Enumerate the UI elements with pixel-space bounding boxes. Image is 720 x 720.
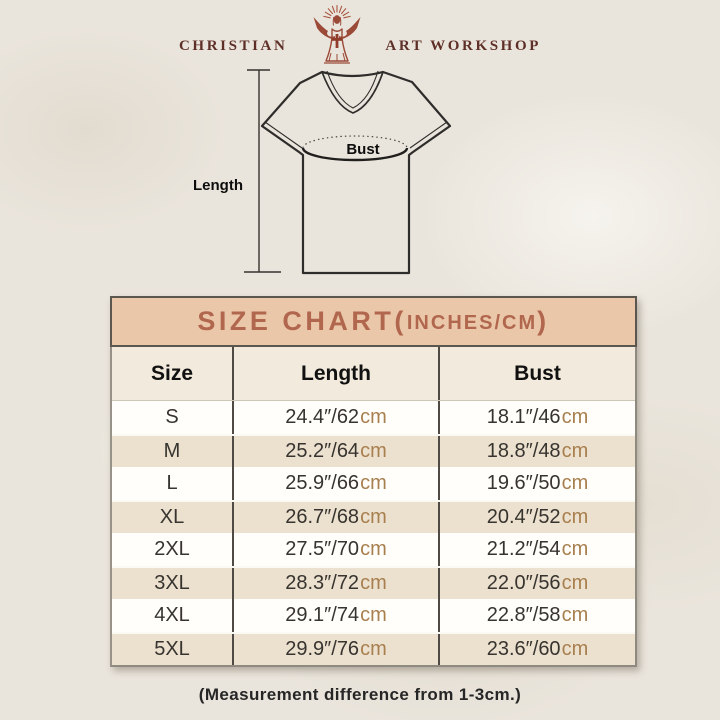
bust-cell: 19.6″/50 cm bbox=[438, 467, 635, 500]
brand-text-left: CHRISTIAN bbox=[179, 38, 288, 54]
length-cell: 26.7″/68 cm bbox=[232, 502, 438, 533]
length-value: 28.3″/72 bbox=[285, 572, 360, 594]
bust-cell: 22.0″/56 cm bbox=[438, 568, 635, 599]
tshirt-measurement-diagram: Bust Length bbox=[160, 56, 470, 291]
size-cell: M bbox=[163, 440, 181, 462]
table-body: Size Length Bust S 24.4″/62 cm 18.1″/46 cm… bbox=[110, 347, 637, 667]
table-row-m: M 25.2″/64 cm 18.8″/48 cm bbox=[112, 434, 635, 467]
length-cell: 29.1″/74 cm bbox=[232, 599, 438, 632]
size-cell: 5XL bbox=[154, 638, 190, 660]
length-unit: cm bbox=[360, 440, 387, 462]
bust-unit: cm bbox=[561, 472, 589, 494]
length-value: 25.2″/64 bbox=[285, 440, 360, 462]
bust-value: 18.8″/48 bbox=[486, 440, 561, 462]
bust-unit: cm bbox=[561, 572, 589, 594]
brand-text-right: ART WORKSHOP bbox=[385, 38, 541, 54]
bust-value: 21.2″/54 bbox=[486, 538, 561, 560]
column-header-bust: Bust bbox=[438, 347, 635, 400]
table-header-row: Size Length Bust bbox=[112, 347, 635, 401]
length-unit: cm bbox=[360, 572, 387, 594]
bust-cell: 20.4″/52 cm bbox=[438, 502, 635, 533]
length-value: 25.9″/66 bbox=[285, 472, 360, 494]
size-cell: L bbox=[166, 472, 178, 494]
bust-value: 22.8″/58 bbox=[486, 604, 561, 626]
size-chart-title-band: SIZE CHART(INCHES/CM) bbox=[110, 296, 637, 347]
title-close-text: ) bbox=[537, 306, 550, 336]
bust-unit: cm bbox=[561, 638, 589, 660]
bust-cell: 21.2″/54 cm bbox=[438, 533, 635, 566]
length-cell: 29.9″/76 cm bbox=[232, 634, 438, 665]
bust-label: Bust bbox=[346, 141, 379, 158]
length-value: 26.7″/68 bbox=[285, 506, 360, 528]
length-cell: 25.9″/66 cm bbox=[232, 467, 438, 500]
size-cell: 4XL bbox=[154, 604, 190, 626]
bust-unit: cm bbox=[561, 538, 589, 560]
size-cell: S bbox=[165, 406, 179, 428]
length-unit: cm bbox=[360, 506, 387, 528]
table-row-5xl: 5XL 29.9″/76 cm 23.6″/60 cm bbox=[112, 632, 635, 665]
size-cell: 3XL bbox=[154, 572, 190, 594]
length-unit: cm bbox=[360, 406, 387, 428]
length-value: 29.9″/76 bbox=[285, 638, 360, 660]
size-chart-table: SIZE CHART(INCHES/CM) Size Length Bust S… bbox=[110, 296, 637, 667]
bust-unit: cm bbox=[561, 506, 589, 528]
table-row-l: L 25.9″/66 cm 19.6″/50 cm bbox=[112, 467, 635, 500]
length-unit: cm bbox=[360, 538, 387, 560]
length-value: 29.1″/74 bbox=[285, 604, 360, 626]
length-cell: 27.5″/70 cm bbox=[232, 533, 438, 566]
length-cell: 24.4″/62 cm bbox=[232, 401, 438, 434]
table-row-s: S 24.4″/62 cm 18.1″/46 cm bbox=[112, 401, 635, 434]
bust-unit: cm bbox=[561, 440, 589, 462]
bust-value: 19.6″/50 bbox=[486, 472, 561, 494]
length-unit: cm bbox=[360, 638, 387, 660]
table-row-3xl: 3XL 28.3″/72 cm 22.0″/56 cm bbox=[112, 566, 635, 599]
length-unit: cm bbox=[360, 472, 387, 494]
bust-cell: 22.8″/58 cm bbox=[438, 599, 635, 632]
bust-cell: 18.1″/46 cm bbox=[438, 401, 635, 434]
title-units-text: INCHES/CM bbox=[406, 311, 538, 334]
bust-unit: cm bbox=[561, 406, 589, 428]
length-value: 24.4″/62 bbox=[285, 406, 360, 428]
table-row-xl: XL 26.7″/68 cm 20.4″/52 cm bbox=[112, 500, 635, 533]
table-row-2xl: 2XL 27.5″/70 cm 21.2″/54 cm bbox=[112, 533, 635, 566]
bust-cell: 23.6″/60 cm bbox=[438, 634, 635, 665]
length-cell: 25.2″/64 cm bbox=[232, 436, 438, 467]
table-row-4xl: 4XL 29.1″/74 cm 22.8″/58 cm bbox=[112, 599, 635, 632]
bust-value: 18.1″/46 bbox=[486, 406, 561, 428]
length-cell: 28.3″/72 cm bbox=[232, 568, 438, 599]
bust-value: 23.6″/60 bbox=[486, 638, 561, 660]
size-cell: XL bbox=[159, 506, 185, 528]
bust-value: 20.4″/52 bbox=[486, 506, 561, 528]
jesus-sunburst-icon bbox=[294, 4, 380, 66]
measurement-note: (Measurement difference from 1-3cm.) bbox=[198, 685, 522, 704]
column-header-size: Size bbox=[150, 361, 194, 385]
size-cell: 2XL bbox=[154, 538, 190, 560]
length-label: Length bbox=[193, 177, 243, 194]
column-header-length: Length bbox=[232, 347, 438, 400]
bust-cell: 18.8″/48 cm bbox=[438, 436, 635, 467]
brand-logo: CHRISTIAN bbox=[0, 4, 720, 66]
length-unit: cm bbox=[360, 604, 387, 626]
length-value: 27.5″/70 bbox=[285, 538, 360, 560]
bust-unit: cm bbox=[561, 604, 589, 626]
bust-value: 22.0″/56 bbox=[486, 572, 561, 594]
title-text: SIZE CHART( bbox=[197, 306, 407, 336]
tshirt-outline-icon: Bust Length bbox=[193, 69, 452, 275]
